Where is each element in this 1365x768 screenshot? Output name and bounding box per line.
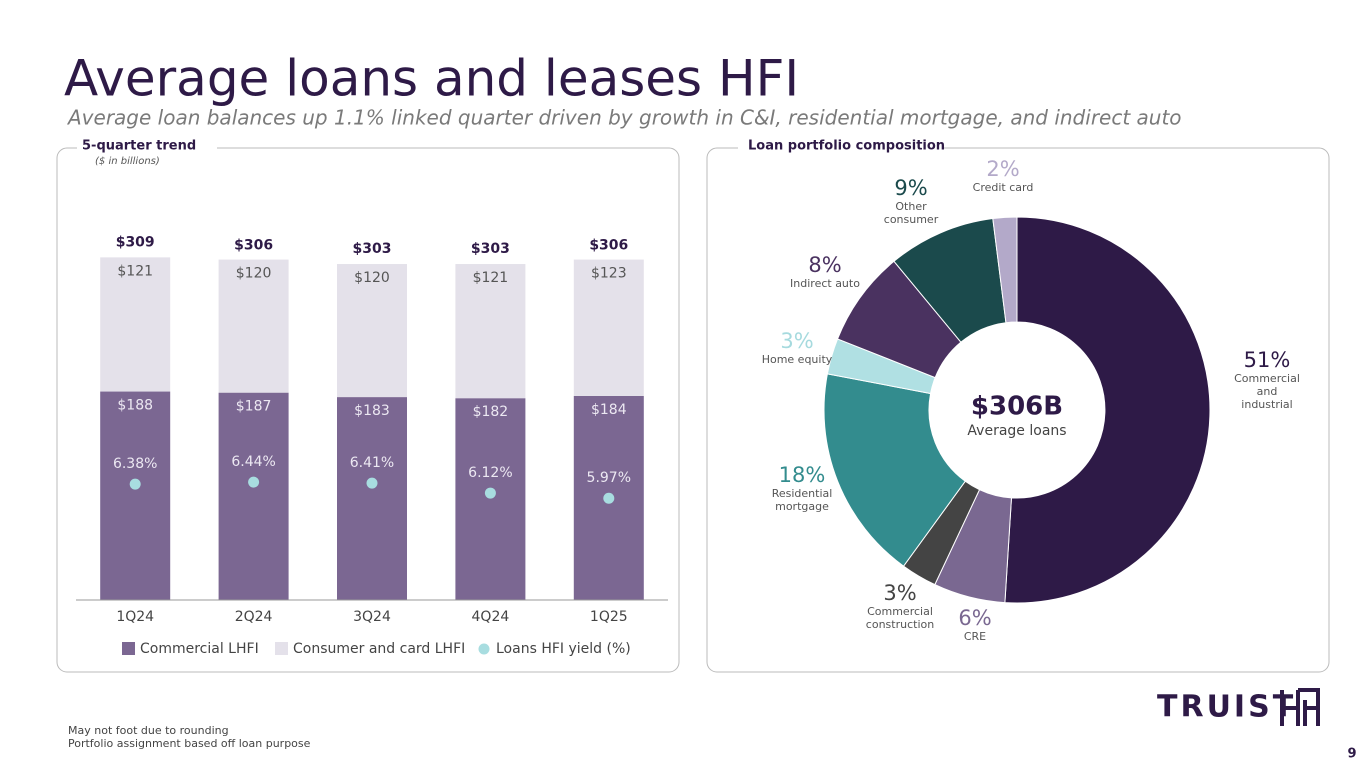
yield-dot [248,476,260,488]
slice-category: Residential mortgage [771,487,833,513]
slice-category: Credit card [972,181,1034,194]
value-label: $120 [354,270,390,286]
donut-label: 18% Residential mortgage [752,463,852,513]
slide-subtitle: Average loan balances up 1.1% linked qua… [66,106,1182,130]
donut-label: 3% Commercial construction [850,581,950,631]
slice-percent: 8% [808,253,842,277]
value-label: $188 [117,398,153,414]
yield-dot [484,487,496,499]
value-label: $184 [591,402,627,418]
logo-text: TRUIST [1157,690,1296,725]
x-tick-label: 4Q24 [472,609,510,625]
bar-segment [455,264,526,399]
value-label: $123 [591,266,627,282]
value-label: $121 [473,270,509,286]
value-label: $187 [236,399,272,415]
panel-subtitle: ($ in billions) [95,156,160,167]
donut-slice [1004,216,1211,604]
slice-category: Indirect auto [790,277,860,290]
center-caption: Average loans [967,423,1066,439]
total-label: $306 [234,238,273,254]
slice-percent: 2% [986,157,1020,181]
bar-segment [337,264,407,398]
value-label: $120 [236,266,272,282]
bar-segment [573,259,644,396]
slice-percent: 51% [1243,348,1291,372]
donut-label: 3% Home equity [747,329,847,366]
value-label: 6.44% [231,454,275,470]
legend-swatch [478,643,490,655]
bar-segment [100,391,171,600]
total-label: $306 [589,238,628,254]
bar-segment [218,259,289,393]
donut-label: 6% CRE [925,606,1025,643]
x-tick-label: 1Q24 [116,609,154,625]
donut-slice [992,216,1018,324]
legend-swatch [275,642,288,655]
slice-category: Home equity [761,353,833,366]
donut-label: 9% Other consumer [861,176,961,226]
legend-swatch [122,642,135,655]
value-label: $121 [117,263,153,279]
panel-frame [56,147,680,673]
center-value: $306B [971,392,1063,422]
footnote: May not foot due to rounding [68,724,229,737]
panel-frame [706,147,1330,673]
x-tick-label: 3Q24 [353,609,391,625]
slice-percent: 6% [958,606,992,630]
panel-title: Loan portfolio composition [748,139,945,154]
legend-label: Commercial LHFI [140,641,259,657]
bar-segment [100,257,171,392]
bar-segment [455,398,526,600]
slice-category: Commercial and industrial [1234,372,1300,411]
value-label: $183 [354,403,390,419]
bar-segment [218,392,289,600]
slice-category: Commercial construction [865,605,935,631]
slice-percent: 3% [780,329,814,353]
value-label: 6.38% [113,456,157,472]
legend-label: Loans HFI yield (%) [496,641,631,657]
value-label: 5.97% [587,470,631,486]
page-number: 9 [1347,747,1356,762]
slide-title: Average loans and leases HFI [64,50,799,108]
donut-label: 8% Indirect auto [775,253,875,290]
footnote: Portfolio assignment based off loan purp… [68,737,311,750]
yield-dot [129,478,141,490]
panel-title: 5-quarter trend [82,139,196,154]
donut-label: 51% Commercial and industrial [1232,348,1302,411]
total-label: $309 [116,234,155,250]
legend-label: Consumer and card LHFI [293,641,465,657]
slice-category: CRE [963,630,987,643]
panel-gap [77,138,217,158]
slice-percent: 3% [883,581,917,605]
slice-percent: 9% [894,176,928,200]
slice-percent: 18% [778,463,826,487]
logo-icon [1280,688,1320,726]
value-label: 6.12% [468,465,512,481]
panel-gap [738,138,944,158]
slice-category: Other consumer [883,200,939,226]
value-label: 6.41% [350,455,394,471]
x-tick-label: 1Q25 [590,609,628,625]
yield-dot [603,492,615,504]
donut-label: 2% Credit card [953,157,1053,194]
bar-segment [337,397,407,600]
x-tick-label: 2Q24 [235,609,273,625]
total-label: $303 [471,241,510,257]
value-label: $182 [473,404,509,420]
donut-slice [823,373,966,567]
total-label: $303 [353,241,392,257]
yield-dot [366,477,378,489]
